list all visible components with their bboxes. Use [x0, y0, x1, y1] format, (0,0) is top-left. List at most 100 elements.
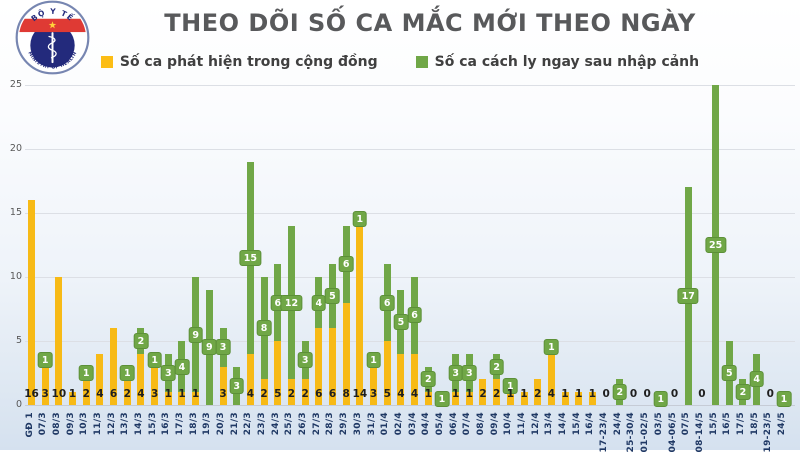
community-count-label: 0: [766, 388, 774, 400]
quarantine-count-badge: 5: [721, 365, 737, 381]
x-tick-label: 02/4: [393, 412, 404, 436]
logo-asclepius-staff-icon: [47, 32, 57, 64]
x-tick-label: 09/4: [489, 412, 500, 436]
community-count-label: 1: [164, 388, 172, 400]
bar-segment-community: [274, 341, 282, 405]
bar-segment-community: [328, 328, 336, 405]
y-tick-label: 15: [9, 207, 22, 218]
x-tick-label: GĐ 1: [24, 412, 35, 438]
bar-segment-community: [28, 200, 35, 405]
bar-segment-community: [493, 379, 501, 405]
x-tick-label: 16/3: [161, 412, 172, 436]
community-count-label: 3: [41, 388, 49, 400]
bar-segment-community: [123, 379, 131, 405]
x-tick-label: 29/3: [339, 412, 350, 436]
community-count-label: 1: [68, 388, 77, 400]
community-count-label: 1: [178, 388, 186, 400]
bar-segment-community: [561, 392, 569, 405]
x-axis-line: [25, 405, 795, 406]
quarantine-count-badge: 3: [462, 365, 477, 381]
quarantine-count-badge: 1: [352, 211, 368, 228]
y-tick-label: 25: [9, 79, 22, 90]
logo-star-icon: [48, 21, 57, 29]
community-count-label: 2: [260, 388, 268, 400]
x-tick-label: 15/5: [708, 412, 719, 436]
bar-segment-community: [178, 392, 186, 405]
bar-segment-community: [575, 392, 583, 405]
quarantine-count-badge: 9: [188, 326, 203, 343]
x-tick-label: 08/4: [475, 412, 486, 436]
community-count-label: 1: [575, 388, 583, 400]
quarantine-count-badge: 4: [311, 294, 327, 311]
quarantine-count-badge: 1: [147, 352, 162, 369]
x-tick-label: 13/4: [544, 412, 555, 436]
x-tick-label: 25-30/4: [626, 412, 637, 452]
x-tick-label: 24/3: [270, 412, 281, 436]
community-count-label: 4: [246, 388, 255, 400]
community-count-label: 5: [274, 388, 282, 400]
bar-segment-community: [411, 353, 419, 405]
bar-segment-community: [452, 392, 460, 405]
bar-segment-community: [370, 366, 378, 405]
x-tick-label: 06/4: [448, 412, 459, 436]
quarantine-count-badge: 1: [434, 390, 450, 407]
bar-segment-community: [465, 392, 473, 405]
gridline: [25, 341, 795, 342]
quarantine-count-badge: 6: [407, 307, 422, 324]
quarantine-count-badge: 4: [174, 358, 190, 375]
community-count-label: 3: [150, 388, 159, 400]
legend-label-quarantine: Số ca cách ly ngay sau nhập cảnh: [434, 54, 700, 70]
community-count-label: 6: [328, 388, 337, 400]
bar-segment-community: [287, 379, 295, 405]
community-count-label: 0: [643, 388, 651, 400]
community-count-label: 2: [301, 388, 309, 400]
x-tick-label: 30/3: [352, 412, 363, 436]
community-count-label: 5: [383, 388, 391, 400]
community-count-label: 1: [506, 388, 515, 400]
bar-segment-community: [164, 392, 172, 405]
x-tick-label: 20/3: [216, 412, 227, 436]
quarantine-count-badge: 8: [256, 320, 272, 337]
x-tick-label: 17/3: [174, 412, 185, 436]
community-count-label: 4: [96, 388, 104, 400]
community-count-label: 1: [424, 388, 432, 400]
community-count-label: 16: [24, 388, 39, 400]
community-count-label: 3: [369, 388, 378, 400]
x-tick-label: 18/3: [188, 412, 199, 436]
x-tick-label: 22/3: [243, 412, 254, 436]
quarantine-count-badge: 2: [735, 384, 751, 401]
quarantine-count-badge: 2: [133, 333, 149, 349]
legend-label-community: Số ca phát hiện trong cộng đồng: [119, 54, 378, 70]
bar-segment-community: [192, 392, 200, 405]
quarantine-count-badge: 5: [393, 313, 409, 330]
x-tick-label: 11/4: [517, 412, 528, 436]
quarantine-count-badge: 4: [749, 371, 764, 388]
bar-segment-community: [246, 353, 254, 405]
gridline: [25, 277, 795, 278]
x-tick-label: 24/4: [612, 412, 623, 436]
ministry-of-health-logo: BỘ Y TẾ MINISTRY OF HEALTH: [15, 0, 90, 75]
quarantine-count-badge: 3: [297, 352, 313, 369]
community-series-swatch-icon: [100, 56, 113, 68]
quarantine-count-badge: 1: [503, 377, 518, 394]
bar-segment-community: [342, 302, 350, 405]
x-tick-label: 11/3: [92, 412, 103, 436]
x-tick-label: 19/3: [202, 412, 213, 436]
community-count-label: 4: [410, 388, 419, 400]
x-tick-label: 07/5: [681, 412, 692, 436]
y-tick-label: 5: [15, 335, 22, 346]
community-count-label: 0: [698, 388, 706, 400]
community-count-label: 1: [451, 388, 460, 400]
community-count-label: 3: [219, 388, 227, 400]
gridline: [25, 149, 795, 150]
community-count-label: 1: [465, 388, 473, 400]
community-count-label: 0: [629, 388, 638, 400]
quarantine-count-badge: 3: [229, 377, 245, 394]
community-count-label: 8: [342, 388, 350, 400]
gridline: [25, 213, 795, 214]
x-tick-label: 12/4: [530, 412, 541, 436]
community-count-label: 10: [51, 388, 67, 400]
quarantine-count-badge: 12: [280, 294, 303, 311]
x-tick-label: 14/4: [558, 412, 569, 436]
